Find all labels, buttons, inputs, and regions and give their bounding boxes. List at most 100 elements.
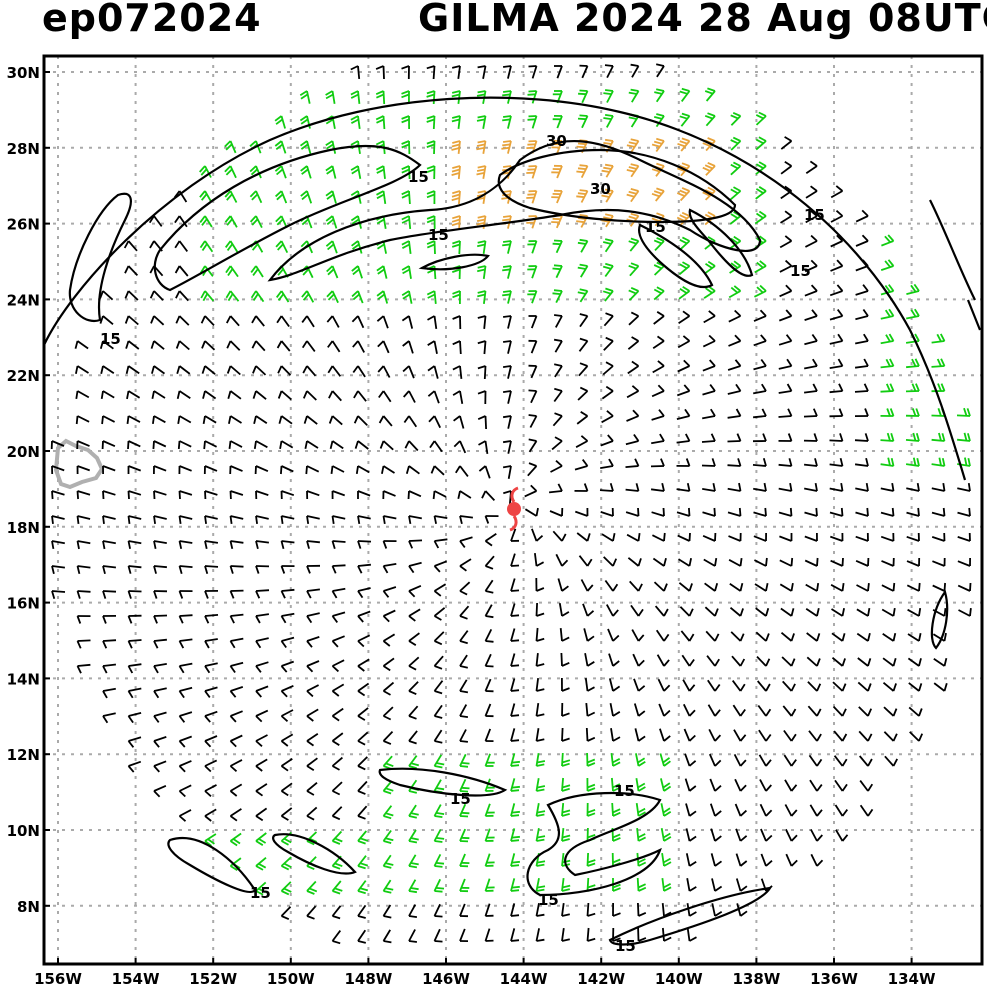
wind-barb: [331, 905, 342, 920]
wind-barb: [255, 709, 269, 723]
wind-barb: [125, 365, 140, 375]
wind-barb: [202, 390, 217, 400]
wind-barb: [352, 365, 366, 378]
wind-barb: [933, 682, 948, 692]
wind-barb: [405, 465, 420, 475]
wind-barb: [300, 190, 313, 204]
wind-barb: [229, 661, 244, 674]
wind-barb: [153, 465, 167, 475]
wind-barb: [408, 730, 418, 745]
wind-barb: [355, 465, 370, 475]
wind-barb: [477, 290, 487, 305]
wind-barb: [382, 780, 394, 795]
wind-barb: [603, 556, 618, 567]
wind-barb: [829, 358, 844, 369]
wind-barb: [579, 313, 589, 328]
wind-barb: [880, 259, 895, 271]
wind-barb: [484, 928, 494, 942]
wind-barb: [330, 465, 345, 475]
wind-barb: [382, 805, 394, 820]
wind-barb: [909, 731, 924, 742]
wind-barb: [704, 582, 719, 592]
wind-barb: [880, 532, 895, 542]
wind-barb: [753, 383, 767, 395]
wind-barb: [229, 540, 244, 550]
wind-barb: [459, 778, 470, 793]
wind-barb: [306, 782, 318, 796]
wind-barb: [426, 215, 436, 230]
wind-barb: [701, 458, 716, 467]
wind-barb: [325, 140, 337, 154]
wind-barb: [829, 433, 844, 442]
wind-barb: [306, 660, 320, 673]
wind-barb: [350, 115, 361, 130]
contour-label: 15: [614, 782, 635, 800]
wind-barb: [557, 578, 569, 592]
wind-barb: [357, 658, 370, 672]
wind-barb: [280, 490, 295, 500]
wind-barb: [510, 878, 520, 892]
wind-barb: [779, 284, 793, 298]
wind-barb: [830, 234, 844, 248]
wind-barb: [102, 465, 116, 475]
wind-barb: [357, 904, 367, 919]
wind-barb: [676, 433, 691, 444]
wind-barb: [778, 482, 793, 492]
wind-barb: [403, 390, 416, 403]
wind-barb: [401, 290, 413, 304]
contour-label: 15: [100, 330, 121, 348]
wind-barb: [524, 507, 539, 517]
wind-barb: [710, 853, 723, 867]
island-outline: [53, 438, 105, 490]
wind-barb: [502, 415, 512, 429]
wind-barb: [101, 415, 116, 425]
wind-barb: [253, 415, 268, 425]
wind-barb: [453, 415, 465, 429]
wind-barb: [778, 358, 793, 370]
wind-barb: [451, 215, 461, 230]
wind-barb: [357, 830, 369, 845]
wind-barb: [652, 360, 665, 374]
wind-barb: [550, 460, 563, 473]
wind-barb: [931, 432, 946, 442]
longitude-label: 134W: [888, 970, 936, 988]
wind-barb: [709, 778, 722, 792]
wind-barb: [102, 590, 117, 599]
wind-barb: [651, 507, 665, 517]
wind-barb: [651, 137, 665, 153]
wind-barb: [408, 804, 419, 819]
longitude-label: 156W: [34, 970, 82, 988]
wind-barb: [510, 903, 520, 917]
wind-barb: [502, 465, 512, 479]
wind-barb: [535, 653, 545, 667]
wind-barb: [880, 358, 895, 369]
wind-barb: [601, 163, 614, 178]
wind-barb: [830, 582, 845, 592]
wind-barb: [676, 187, 691, 202]
wind-barb: [676, 458, 691, 467]
wind-barb: [602, 262, 614, 278]
wind-barb: [677, 162, 691, 177]
latitude-label: 10N: [7, 822, 40, 840]
wind-barb: [382, 515, 397, 525]
contour-15-east-small: [930, 589, 949, 650]
wind-barb: [280, 565, 295, 574]
wind-barb: [753, 532, 767, 542]
wind-barb: [535, 803, 546, 817]
wind-barb: [408, 904, 418, 918]
wind-barb: [459, 753, 470, 768]
wind-barb: [707, 679, 721, 692]
wind-barb: [881, 607, 896, 617]
wind-barb: [280, 684, 294, 698]
wind-barb: [306, 515, 320, 525]
wind-barb: [633, 703, 646, 717]
wind-barb: [703, 310, 716, 324]
contour-15-se: [608, 886, 773, 946]
wind-barb: [626, 188, 640, 203]
wind-barb: [855, 482, 869, 492]
wind-barb: [76, 540, 91, 550]
wind-barb: [306, 490, 320, 500]
wind-barb: [610, 752, 621, 767]
wind-barb: [656, 63, 665, 78]
wind-barb: [931, 358, 946, 368]
